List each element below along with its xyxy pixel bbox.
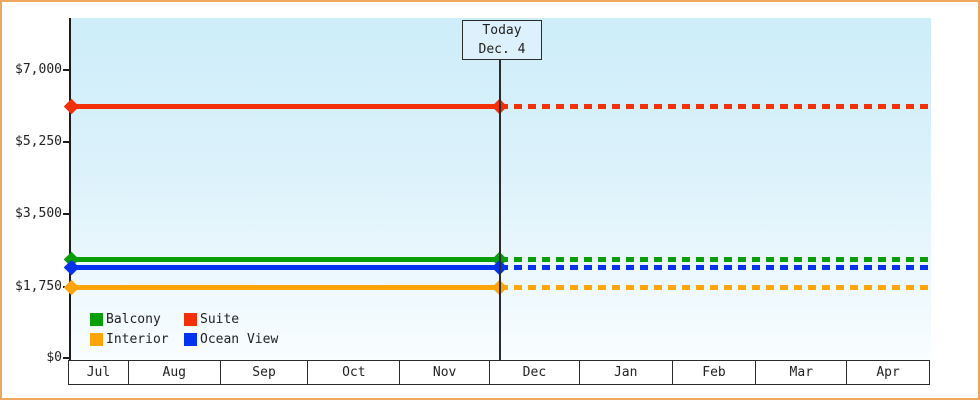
balcony-line-dotted-projection — [500, 257, 931, 262]
month-cell-jan: Jan — [580, 361, 673, 384]
today-label: Today — [482, 23, 522, 38]
legend-label: Suite — [200, 312, 240, 327]
legend-item-interior: Interior — [90, 332, 184, 347]
month-cell-nov: Nov — [400, 361, 491, 384]
y-tick-label: $3,500 — [15, 206, 62, 221]
legend: Balcony Suite Interior Ocean View — [90, 312, 278, 347]
month-cell-aug: Aug — [129, 361, 221, 384]
balcony-line-solid — [71, 257, 500, 262]
y-tick-label: $7,000 — [15, 62, 62, 77]
month-cell-jul: Jul — [69, 361, 129, 384]
month-cell-sep: Sep — [221, 361, 309, 384]
y-axis-line — [69, 18, 71, 362]
today-annotation-box: Today Dec. 4 — [462, 20, 542, 60]
interior-line-dotted-projection — [500, 285, 931, 290]
ocean-view-line-dotted-projection — [500, 265, 931, 270]
y-tick-label: $5,250 — [15, 134, 62, 149]
plot-area — [71, 18, 931, 361]
month-cell-mar: Mar — [756, 361, 848, 384]
y-tick — [63, 141, 71, 143]
legend-item-ocean-view: Ocean View — [184, 332, 278, 347]
y-tick — [63, 357, 71, 359]
legend-item-suite: Suite — [184, 312, 278, 327]
month-cell-dec: Dec — [490, 361, 580, 384]
y-tick — [63, 213, 71, 215]
ocean-view-swatch-icon — [184, 333, 197, 346]
y-tick-label: $0 — [46, 350, 62, 365]
x-axis-month-row: Jul Aug Sep Oct Nov Dec Jan Feb Mar Apr — [68, 360, 930, 385]
legend-label: Interior — [106, 332, 169, 347]
legend-label: Balcony — [106, 312, 161, 327]
suite-line-solid — [71, 104, 500, 109]
legend-label: Ocean View — [200, 332, 279, 347]
interior-swatch-icon — [90, 333, 103, 346]
today-date: Dec. 4 — [478, 42, 526, 57]
legend-item-balcony: Balcony — [90, 312, 184, 327]
suite-line-dotted-projection — [500, 104, 931, 109]
y-tick — [63, 69, 71, 71]
interior-line-solid — [71, 285, 500, 290]
month-cell-feb: Feb — [673, 361, 757, 384]
today-vertical-line — [499, 60, 501, 362]
y-tick-label: $1,750 — [15, 279, 62, 294]
ocean-view-line-solid — [71, 265, 500, 270]
balcony-swatch-icon — [90, 313, 103, 326]
month-cell-apr: Apr — [876, 365, 900, 380]
suite-swatch-icon — [184, 313, 197, 326]
month-cell-oct: Oct — [308, 361, 401, 384]
